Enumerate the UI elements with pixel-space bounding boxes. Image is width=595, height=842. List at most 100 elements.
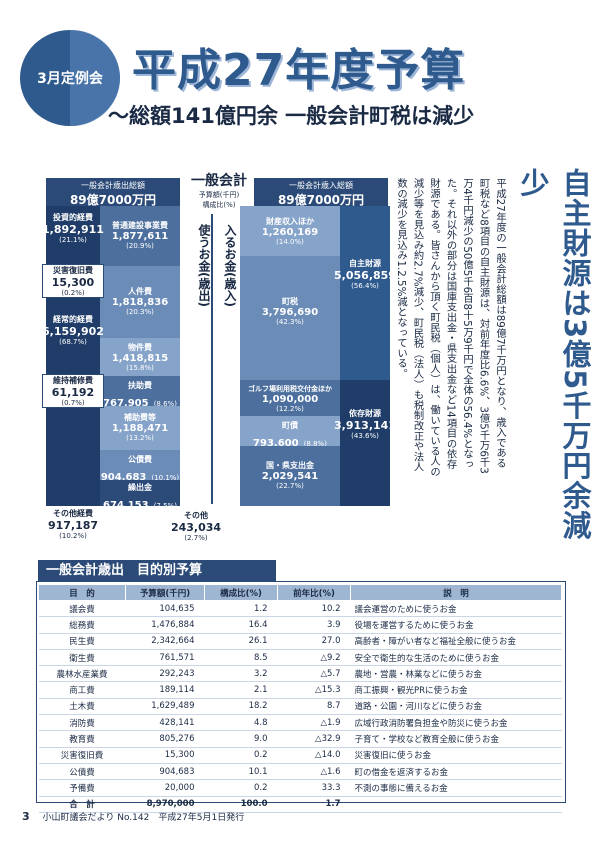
segment-text: 1,818,836 <box>111 297 169 308</box>
table-row: 教育費 805,276 9.0 △32.9 子育て・学校など教育全般に使うお金 <box>38 730 562 748</box>
cell-amount: 2,342,664 <box>125 633 205 650</box>
exp-group-maintenance: 維持補修費 61,192 (0.7%) <box>42 374 104 408</box>
revenue-header-label: 一般会計歳入総額 <box>289 181 353 190</box>
table-row: 公債費 904,683 10.1 △1.6 町の借金を返済するお金 <box>38 763 562 781</box>
cell-ratio: 1.2 <box>204 600 278 618</box>
segment-text: 扶助費 <box>128 381 152 390</box>
cell-purpose: 議会費 <box>38 600 126 618</box>
table-row: 消防費 428,141 4.8 △1.9 広域行政消防署負担金や防災に使うお金 <box>38 714 562 732</box>
cell-description: 子育て・学校など教育全般に使うお金 <box>350 730 562 748</box>
segment-text: (42.3%) <box>276 318 304 326</box>
segment-text: (0.7%) <box>61 399 85 407</box>
table-row: 農林水産業費 292,243 3.2 △5.7 農地・営農・林業などに使うお金 <box>38 665 562 683</box>
segment-text: 町税 <box>282 297 298 306</box>
segment-text: 674,153 <box>103 500 149 511</box>
cell-purpose: 衛生費 <box>38 649 126 667</box>
rev-item-golf: ゴルフ場利用税交付金ほか 1,090,000 (12.2%) <box>240 380 340 416</box>
cell-amount: 1,629,489 <box>125 698 205 716</box>
segment-text: 公債費 <box>128 455 152 464</box>
center-divider <box>211 214 213 504</box>
exp-item-subsidies: 補助費等 1,188,471 (13.2%) <box>100 406 180 450</box>
cell-purpose: 土木費 <box>38 698 126 716</box>
segment-text: (8.6%) <box>153 400 177 408</box>
center-note-ratio: 構成比(%) <box>202 201 236 209</box>
cell-description <box>350 796 562 813</box>
article-body: 平成27年度の一般会計総額は89億7千万円となり、歳入である町税など8項目の自主… <box>395 178 506 477</box>
cell-amount: 189,114 <box>125 681 205 699</box>
segment-text: (21.1%) <box>59 236 87 244</box>
segment-text: 15,300 <box>51 276 95 289</box>
expenditure-header-value: 89億7000万円 <box>69 193 157 207</box>
cell-ratio: 9.0 <box>204 730 278 748</box>
segment-text: (10.2%) <box>59 532 87 540</box>
cell-description: 商工振興・観光PRに使うお金 <box>350 681 562 699</box>
segment-text: 1,877,611 <box>111 231 169 242</box>
badge-label: 3月定例会 <box>37 71 103 87</box>
col-ratio: 構成比(%) <box>204 584 278 601</box>
cell-yoy: △15.3 <box>277 681 351 699</box>
segment-text: 自主財源 <box>349 259 381 268</box>
article-headline: 自主財源は3億5千万円余減少 <box>516 168 592 541</box>
cell-ratio: 16.4 <box>204 616 278 634</box>
segment-text: ゴルフ場利用税交付金ほか <box>248 385 332 393</box>
revenue-column: 財産収入ほか 1,260,169 (14.0%) 町税 3,796,690 (42.3%… <box>240 206 340 506</box>
table-row: 災害復旧費 15,300 0.2 △14.0 災害復旧に使うお金 <box>38 747 562 764</box>
rev-group-own: 自主財源 5,056,859 (56.4%) <box>334 258 396 290</box>
segment-text: 投資的経費 <box>53 213 93 222</box>
segment-text: 1,090,000 <box>261 394 319 405</box>
segment-text: 793,600 <box>253 438 299 449</box>
segment-text: (56.4%) <box>351 282 379 290</box>
cell-ratio: 18.2 <box>204 698 278 716</box>
cell-ratio: 3.2 <box>204 665 278 683</box>
table-title: 一般会計歳出 目的別予算 <box>38 560 276 582</box>
exp-group-recurring: 経常的経費 6,159,902 (68.7%) <box>40 314 106 346</box>
cell-yoy: △1.9 <box>277 714 351 732</box>
exp-item-assistance: 扶助費 767,905 (8.6%) <box>100 376 180 409</box>
revenue-side-label: 入るお金(歳入) <box>223 224 237 307</box>
exp-item-debt: 公債費 904,683 (10.1%) <box>100 450 180 483</box>
cell-ratio: 8.5 <box>204 649 278 667</box>
segment-text: 904,683 <box>100 472 147 483</box>
cell-purpose: 予備費 <box>38 779 126 797</box>
exp-item-transfer: 繰出金 674,153 (7.5%) <box>100 480 180 511</box>
cell-ratio: 4.8 <box>204 714 278 732</box>
cell-amount: 904,683 <box>125 763 205 781</box>
budget-table: 目 的 予算額(千円) 構成比(%) 前年比(%) 説 明 議会費 104,635… <box>38 584 562 813</box>
cell-description: 農地・営農・林業などに使うお金 <box>350 665 562 683</box>
segment-text: (12.2%) <box>276 405 304 413</box>
col-purpose: 目 的 <box>38 584 126 601</box>
cell-amount: 15,300 <box>125 747 205 764</box>
cell-description: 広域行政消防署負担金や防災に使うお金 <box>350 714 562 732</box>
cell-ratio: 2.1 <box>204 681 278 699</box>
table-row: 議会費 104,635 1.2 10.2 議会運営のために使うお金 <box>38 600 562 618</box>
rev-group-dependent: 依存財源 3,913,141 (43.6%) <box>334 408 396 440</box>
cell-purpose: 商工費 <box>38 681 126 699</box>
segment-text: 2,029,541 <box>261 471 319 482</box>
cell-purpose: 公債費 <box>38 763 126 781</box>
expenditure-group-band <box>46 206 100 506</box>
segment-text: 依存財源 <box>349 409 381 418</box>
table-header-row: 目 的 予算額(千円) 構成比(%) 前年比(%) 説 明 <box>38 584 562 601</box>
segment-text: (68.7%) <box>59 338 87 346</box>
segment-text: (20.3%) <box>126 308 154 316</box>
cell-amount: 20,000 <box>125 779 205 797</box>
cell-purpose: 民生費 <box>38 633 126 650</box>
cell-purpose: 合 計 <box>38 796 126 813</box>
cell-purpose: 農林水産業費 <box>38 665 126 683</box>
cell-purpose: 総務費 <box>38 616 126 634</box>
segment-text: 1,188,471 <box>111 423 169 434</box>
cell-yoy: △9.2 <box>277 649 351 667</box>
cell-description: 役場を運営するために使うお金 <box>350 616 562 634</box>
cell-description: 災害復旧に使うお金 <box>350 747 562 764</box>
cell-description: 安全で衛生的な生活のために使うお金 <box>350 649 562 667</box>
rev-item-bond: 町債 793,600 (8.8%) <box>240 416 340 449</box>
segment-text: その他経費 <box>53 509 93 518</box>
cell-ratio: 0.2 <box>204 747 278 764</box>
exp-other: その他 243,034 (2.7%) <box>168 510 224 542</box>
session-badge: 3月定例会 <box>20 30 120 126</box>
cell-description: 高齢者・障がい者など福祉全般に使うお金 <box>350 633 562 650</box>
revenue-header: 一般会計歳入総額 89億7000万円 <box>254 178 388 207</box>
cell-yoy: 27.0 <box>277 633 351 650</box>
page-footer: 3 小山町議会だより No.142 平成27年5月1日発行 <box>22 810 244 823</box>
cell-ratio: 26.1 <box>204 633 278 650</box>
